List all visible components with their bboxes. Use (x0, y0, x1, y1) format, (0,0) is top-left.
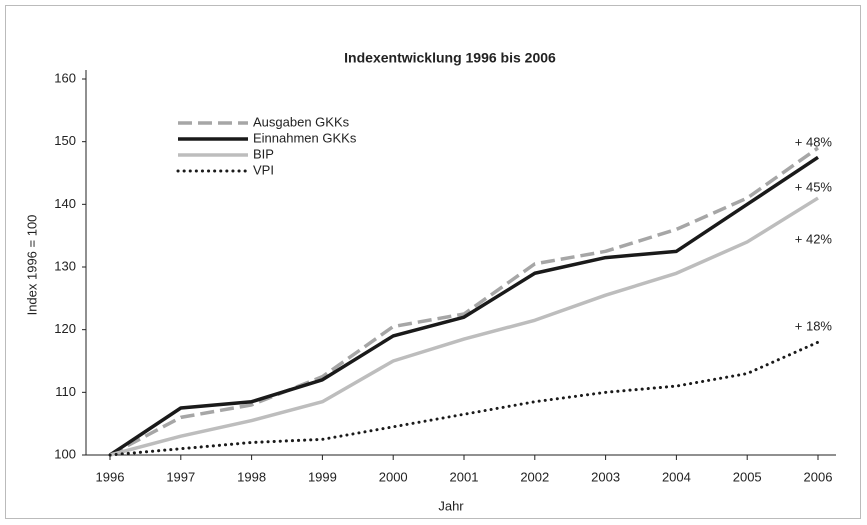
line-series (108, 340, 820, 457)
legend-label: VPI (253, 162, 274, 177)
y-tick-label: 160 (54, 70, 76, 85)
end-label: + 18% (795, 318, 833, 333)
x-tick-label: 1997 (166, 469, 195, 484)
x-axis-label: Jahr (438, 498, 464, 513)
chart-border (5, 5, 861, 519)
x-tick-label: 2004 (662, 469, 691, 484)
x-tick-label: 2001 (450, 469, 479, 484)
y-tick-label: 130 (54, 258, 76, 273)
x-tick-label: 1996 (96, 469, 125, 484)
x-tick-label: 2003 (591, 469, 620, 484)
x-tick-label: 2006 (804, 469, 833, 484)
end-label: + 48% (795, 134, 833, 149)
end-label: + 45% (795, 179, 833, 194)
line-series (109, 146, 820, 457)
line-series (109, 196, 819, 457)
legend-label: Einnahmen GKKs (253, 130, 357, 145)
y-tick-label: 100 (54, 446, 76, 461)
y-tick-label: 150 (54, 133, 76, 148)
x-tick-label: 2005 (733, 469, 762, 484)
line-series (109, 155, 819, 457)
legend-label: Ausgaben GKKs (253, 114, 350, 129)
chart-title: Indexentwicklung 1996 bis 2006 (344, 50, 556, 66)
legend-label: BIP (253, 146, 274, 161)
x-tick-label: 1999 (308, 469, 337, 484)
y-tick-label: 120 (54, 321, 76, 336)
x-tick-label: 2000 (379, 469, 408, 484)
y-tick-label: 140 (54, 196, 76, 211)
x-tick-label: 2002 (520, 469, 549, 484)
y-tick-label: 110 (55, 384, 76, 399)
y-axis-label: Index 1996 = 100 (24, 215, 39, 316)
x-tick-label: 1998 (237, 469, 266, 484)
end-label: + 42% (795, 231, 833, 246)
